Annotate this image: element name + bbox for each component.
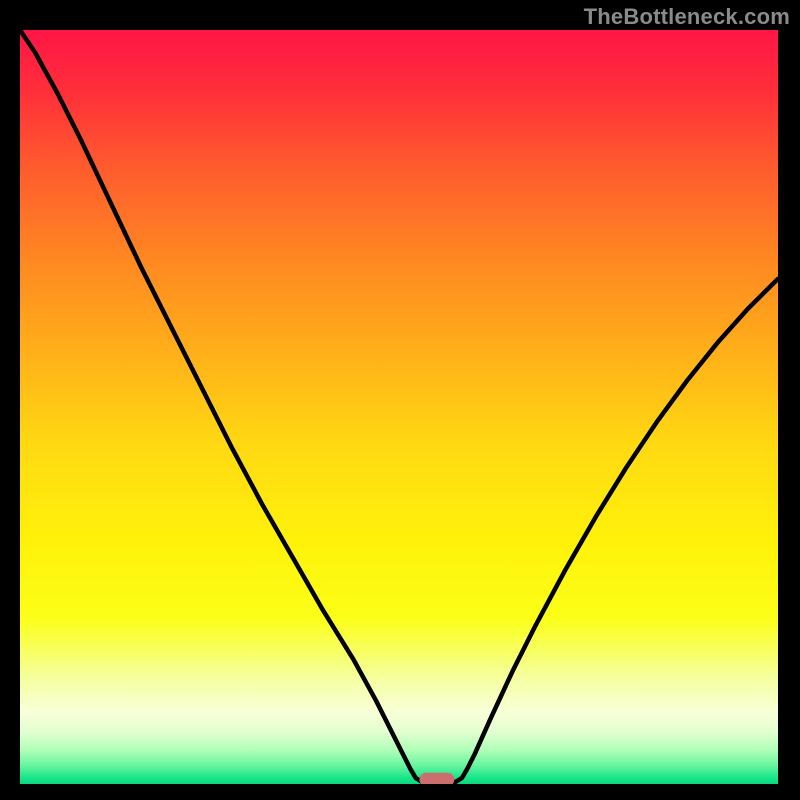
watermark-text: TheBottleneck.com [584,4,790,30]
chart-background [20,30,778,784]
chart-plot-area [20,30,778,784]
frame: TheBottleneck.com [0,0,800,800]
bottleneck-marker [419,773,454,784]
chart-svg [20,30,778,784]
